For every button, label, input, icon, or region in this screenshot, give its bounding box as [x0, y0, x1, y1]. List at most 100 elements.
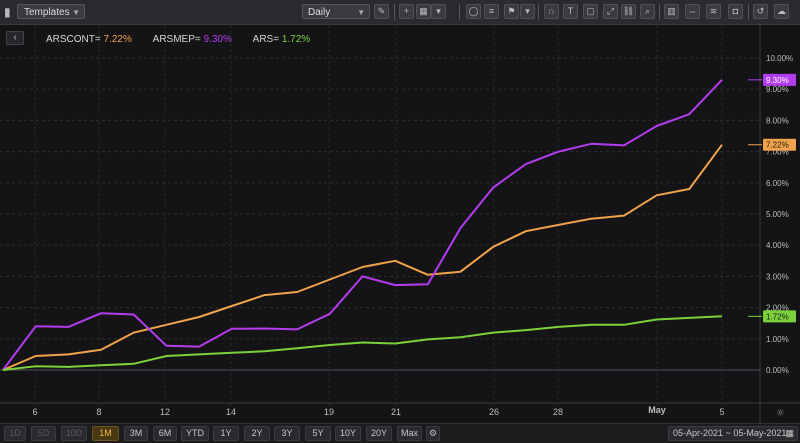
range-button-20y[interactable]: 20Y — [366, 426, 392, 441]
range-button-3m[interactable]: 3M — [124, 426, 148, 441]
range-settings-button[interactable]: ⚙ — [426, 426, 440, 441]
y-tick-label: 2.00% — [766, 304, 789, 313]
date-end: 05-May-2021 — [733, 428, 787, 438]
last-value-label: 9.30% — [766, 76, 789, 85]
fit-icon: ⇔ — [688, 6, 697, 16]
link-tool-button[interactable]: ⛓ — [621, 4, 636, 19]
x-tick-label: 21 — [391, 407, 401, 417]
crosshair-icon: + — [403, 6, 410, 16]
range-button-10y[interactable]: 10Y — [335, 426, 361, 441]
templates-label: Templates — [24, 7, 70, 18]
range-button-1d: 1D — [4, 426, 26, 441]
fib-tool-button[interactable]: ≡ — [484, 4, 499, 19]
bar-chart-tool-button[interactable]: ▥ — [664, 4, 679, 19]
y-tick-label: 5.00% — [766, 210, 789, 219]
circle-tool-button[interactable]: ◯ — [466, 4, 481, 19]
camera-tool-button[interactable]: ◘ — [728, 4, 743, 19]
last-value-label: 7.22% — [766, 141, 789, 150]
zoom-icon: ⌕ — [644, 6, 651, 16]
chevron-down-icon: ▼ — [72, 8, 80, 17]
legend-label: ARSMEP= — [152, 34, 201, 45]
chevron-down-tool-button[interactable]: ▾ — [431, 4, 446, 19]
cloud-icon: ☁ — [777, 6, 786, 16]
last-value-tag — [763, 138, 796, 151]
menu-icon[interactable]: ▮ — [4, 5, 11, 19]
link-icon: ⛓ — [622, 6, 635, 16]
indicator-icon: ≋ — [709, 6, 718, 16]
chart-legend: ARSCONT= 7.22% ARSMEP= 9.30% ARS= 1.72% — [46, 34, 328, 45]
last-value-tag — [763, 73, 796, 86]
date-start: 05-Apr-2021 — [673, 428, 724, 438]
y-tick-label: 8.00% — [766, 116, 789, 125]
series-line-arscont — [2, 144, 723, 371]
rect-tool-button[interactable]: ▢ — [583, 4, 598, 19]
crosshair-tool-button[interactable]: + — [399, 4, 414, 19]
date-range-picker[interactable]: 05-Apr-2021 ~ 05-May-2021 ▦ — [668, 426, 798, 441]
chevron-down-icon: ▾ — [525, 6, 530, 16]
expand-icon: ⤢ — [606, 6, 615, 16]
x-tick-label: 12 — [160, 407, 170, 417]
camera-icon: ◘ — [732, 6, 739, 16]
rect-icon: ▢ — [586, 6, 595, 16]
chevron-left-icon: ‹ — [13, 32, 17, 43]
range-button-10d: 10D — [61, 426, 87, 441]
legend-value: 7.22% — [103, 34, 132, 45]
toolbar-divider — [394, 4, 395, 20]
date-separator: ~ — [725, 428, 731, 438]
legend-item-arsmep: ARSMEP= 9.30% — [153, 34, 235, 45]
collapse-legend-button[interactable]: ‹ — [6, 31, 24, 45]
pencil-icon: ✎ — [377, 6, 386, 16]
undo-icon: ↺ — [756, 6, 765, 16]
legend-label: ARS= — [252, 34, 280, 45]
range-button-5d: 5D — [31, 426, 56, 441]
text-icon: T — [567, 6, 574, 16]
x-tick-label: 8 — [96, 407, 101, 417]
magnet-icon: ∩ — [548, 6, 555, 16]
text-tool-button[interactable]: T — [563, 4, 578, 19]
y-tick-label: 10.00% — [766, 54, 793, 63]
templates-dropdown[interactable]: Templates ▼ — [17, 4, 85, 19]
y-tick-label: 7.00% — [766, 148, 789, 157]
range-button-ytd[interactable]: YTD — [181, 426, 209, 441]
axis-settings-icon: ☼ — [776, 408, 785, 419]
chevron-down-icon: ▾ — [436, 6, 441, 16]
range-button-2y[interactable]: 2Y — [244, 426, 270, 441]
undo-tool-button[interactable]: ↺ — [753, 4, 768, 19]
legend-item-ars: ARS= 1.72% — [253, 34, 311, 45]
magnet-tool-button[interactable]: ∩ — [544, 4, 559, 19]
fib-icon: ≡ — [488, 6, 495, 16]
fit-tool-button[interactable]: ⇔ — [685, 4, 700, 19]
expand-tool-button[interactable]: ⤢ — [603, 4, 618, 19]
range-button-1y[interactable]: 1Y — [213, 426, 239, 441]
legend-value: 9.30% — [203, 34, 232, 45]
last-value-tag — [763, 310, 796, 323]
x-tick-label: 5 — [719, 407, 724, 417]
pencil-tool-button[interactable]: ✎ — [374, 4, 389, 19]
bar-chart-icon: ▥ — [667, 6, 676, 16]
series-line-arsmep — [2, 79, 723, 371]
cloud-tool-button[interactable]: ☁ — [774, 4, 789, 19]
x-tick-label: May — [648, 405, 666, 415]
y-tick-label: 0.00% — [766, 366, 789, 375]
chevron-down-icon: ▼ — [357, 8, 365, 17]
range-button-5y[interactable]: 5Y — [305, 426, 331, 441]
last-value-label: 1.72% — [766, 312, 789, 321]
range-bar: 1D 5D 10D 1M 3M 6M YTD 1Y 2Y 3Y 5Y 10Y 20Y Max ⚙ 05-A… — [0, 423, 800, 443]
range-button-max[interactable]: Max — [397, 426, 422, 441]
grid-icon: ▦ — [419, 6, 428, 16]
zoom-tool-button[interactable]: ⌕ — [640, 4, 655, 19]
calendar-icon: ▦ — [785, 428, 794, 438]
x-tick-label: 14 — [226, 407, 236, 417]
interval-label: Daily — [308, 7, 331, 18]
flag-tool-button[interactable]: ⚑ — [504, 4, 519, 19]
interval-dropdown[interactable]: Daily ▼ — [302, 4, 370, 19]
range-button-3y[interactable]: 3Y — [274, 426, 300, 441]
chevron-down-tool-button[interactable]: ▾ — [520, 4, 535, 19]
range-button-6m[interactable]: 6M — [153, 426, 177, 441]
y-tick-label: 6.00% — [766, 179, 789, 188]
legend-item-arscont: ARSCONT= 7.22% — [46, 34, 135, 45]
range-button-1m[interactable]: 1M — [92, 426, 119, 441]
grid-tool-button[interactable]: ▦ — [416, 4, 431, 19]
indicator-tool-button[interactable]: ≋ — [706, 4, 721, 19]
line-chart[interactable]: 0.00% 1.00% 2.00% 3.00% 4.00% 5.00% 6.00% 7.00%… — [0, 25, 800, 425]
